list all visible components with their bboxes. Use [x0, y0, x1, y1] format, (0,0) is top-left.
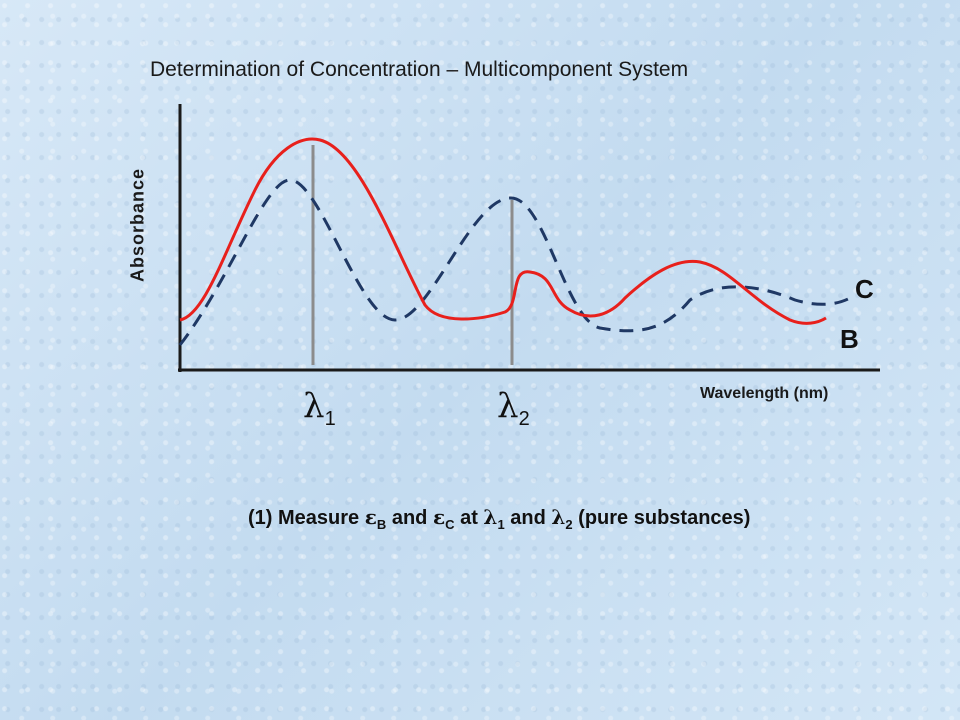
tick-lambda1: λ1: [303, 386, 336, 431]
note-and2: and: [504, 507, 552, 529]
note-epsilon-c: ε: [432, 505, 446, 529]
tick-lambda1-symbol: λ: [303, 386, 325, 426]
tick-lambda1-sub: 1: [324, 407, 336, 430]
note-at: at: [454, 507, 484, 529]
note-epsilon-c-sub: C: [445, 517, 455, 532]
note-suffix: (pure substances): [572, 507, 751, 529]
chart-title: Determination of Concentration – Multico…: [150, 58, 689, 81]
note-and1: and: [386, 507, 433, 529]
tick-lambda2-symbol: λ: [497, 386, 519, 426]
note-epsilon-b-sub: B: [376, 517, 387, 532]
note-lambda1-sub: 1: [497, 517, 505, 532]
note-lambda1: λ: [483, 505, 498, 529]
solid-curve-b: [179, 137, 827, 325]
series-label-c: C: [855, 274, 874, 304]
measurement-note: (1) Measure εB and εC at λ1 and λ2 (pure…: [248, 505, 750, 532]
tick-lambda2: λ2: [497, 386, 530, 431]
note-lambda2-sub: 2: [565, 517, 573, 532]
x-axis-label: Wavelength (nm): [700, 385, 829, 402]
note-epsilon-b: ε: [364, 505, 377, 529]
note-prefix: (1) Measure: [248, 507, 365, 529]
series-label-b: B: [840, 324, 859, 354]
note-lambda2: λ: [551, 505, 566, 529]
tick-lambda2-sub: 2: [518, 407, 530, 430]
dashed-curve-c: [178, 178, 851, 346]
